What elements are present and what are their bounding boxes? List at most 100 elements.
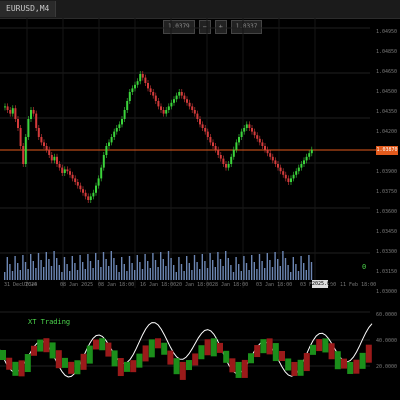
volume-bar bbox=[235, 257, 237, 280]
volume-bar bbox=[110, 251, 112, 280]
osc-fill bbox=[297, 359, 304, 376]
candle-body bbox=[212, 142, 214, 146]
osc-fill bbox=[266, 338, 273, 355]
minus-icon[interactable]: − bbox=[198, 20, 211, 34]
osc-wave bbox=[0, 322, 373, 380]
volume-bar bbox=[63, 257, 66, 280]
volume-bar bbox=[225, 251, 227, 280]
volume-bar bbox=[141, 269, 144, 280]
volume-bar bbox=[178, 257, 180, 280]
candle-body bbox=[222, 158, 225, 164]
osc-fill bbox=[365, 344, 372, 363]
candle-body bbox=[292, 174, 295, 179]
volume-bar bbox=[245, 263, 248, 280]
candle-body bbox=[227, 164, 230, 168]
candle-body bbox=[225, 164, 227, 168]
candle-body bbox=[180, 92, 183, 96]
osc-fill bbox=[136, 353, 143, 368]
volume-bar bbox=[287, 265, 289, 280]
volume-bar bbox=[282, 251, 284, 280]
window-tabbar: EURUSD,M4 bbox=[0, 0, 400, 19]
time-axis-label: 28 Jan 18:00 bbox=[212, 282, 248, 288]
candle-body bbox=[61, 167, 64, 173]
volume-bar bbox=[201, 254, 203, 280]
volume-bar bbox=[193, 255, 196, 280]
chart-tab[interactable]: EURUSD,M4 bbox=[0, 1, 57, 17]
candle-body bbox=[256, 135, 259, 139]
volume-bar bbox=[19, 270, 21, 280]
volume-bar bbox=[227, 258, 229, 280]
osc-fill bbox=[74, 360, 81, 375]
volume-bar bbox=[102, 252, 105, 280]
candle-body bbox=[9, 110, 12, 114]
price-axis-label: 1.03150 bbox=[376, 269, 397, 275]
volume-bar bbox=[212, 260, 214, 280]
osc-fill bbox=[254, 345, 261, 358]
volume-bar bbox=[69, 271, 71, 280]
volume-bar bbox=[191, 270, 193, 280]
volume-bar bbox=[261, 261, 263, 280]
price-axis-label: 1.03000 bbox=[376, 289, 397, 295]
volume-bar bbox=[24, 262, 27, 280]
candle-body bbox=[69, 171, 71, 175]
candles bbox=[4, 71, 313, 203]
candle-body bbox=[113, 131, 116, 137]
candle-body bbox=[48, 149, 51, 155]
volume-bar bbox=[139, 262, 141, 280]
osc-fill bbox=[155, 338, 161, 349]
volume-bar bbox=[89, 261, 92, 280]
volume-bar bbox=[58, 265, 60, 280]
candle-body bbox=[196, 113, 199, 119]
volume-bar bbox=[136, 255, 138, 280]
osc-fill bbox=[198, 345, 205, 360]
osc-fill bbox=[279, 351, 285, 362]
osc-fill bbox=[105, 342, 112, 357]
candle-body bbox=[82, 189, 84, 193]
price-axis-label: 1.04200 bbox=[376, 129, 397, 135]
volume-bar bbox=[113, 258, 115, 280]
volume-bar bbox=[61, 272, 63, 280]
candle-body bbox=[295, 171, 298, 175]
volume-bar bbox=[22, 255, 24, 280]
volume-bar bbox=[105, 259, 107, 280]
osc-fill bbox=[24, 354, 31, 373]
osc-fill bbox=[285, 358, 292, 371]
candle-body bbox=[271, 156, 274, 161]
candle-body bbox=[89, 196, 92, 200]
volume-bar bbox=[9, 264, 11, 280]
osc-fill bbox=[186, 360, 192, 371]
oscillator-chart[interactable]: 60.0000 40.0000 20.0000 bbox=[0, 300, 400, 400]
volume-bar bbox=[27, 269, 29, 280]
osc-fill bbox=[148, 339, 155, 358]
volume-bar bbox=[97, 260, 99, 280]
osc-fill bbox=[31, 345, 37, 356]
candle-body bbox=[277, 164, 279, 168]
volume-bar bbox=[165, 266, 167, 280]
volume-bar bbox=[251, 255, 253, 280]
candle-body bbox=[191, 106, 194, 110]
volume-bar bbox=[199, 269, 201, 280]
candle-body bbox=[6, 106, 9, 110]
volume-bar bbox=[277, 259, 279, 280]
candle-body bbox=[118, 124, 121, 128]
candle-body bbox=[131, 88, 134, 92]
volume-bar bbox=[175, 272, 177, 280]
osc-fill bbox=[347, 361, 354, 374]
candle-body bbox=[188, 102, 191, 107]
candle-body bbox=[152, 92, 155, 96]
price-axis-label: 1.03750 bbox=[376, 189, 397, 195]
price-axis: 1.04950 1.04850 1.04650 1.04500 1.04350 1.042… bbox=[376, 29, 397, 295]
candle-body bbox=[305, 156, 308, 161]
volume-bar bbox=[180, 264, 183, 280]
candle-body bbox=[287, 178, 290, 182]
volume-bar bbox=[310, 262, 313, 280]
plus-icon[interactable]: + bbox=[214, 20, 227, 34]
candle-body bbox=[102, 155, 105, 168]
osc-fill bbox=[291, 361, 298, 376]
candle-body bbox=[261, 142, 264, 146]
price-chart[interactable]: 1.04950 1.04850 1.04650 1.04500 1.04350 1.042… bbox=[0, 18, 400, 318]
candle-body bbox=[108, 142, 110, 146]
volume-bar bbox=[92, 268, 94, 280]
candle-body bbox=[76, 182, 79, 186]
lot-size-box[interactable]: 1.0337 bbox=[230, 20, 263, 34]
